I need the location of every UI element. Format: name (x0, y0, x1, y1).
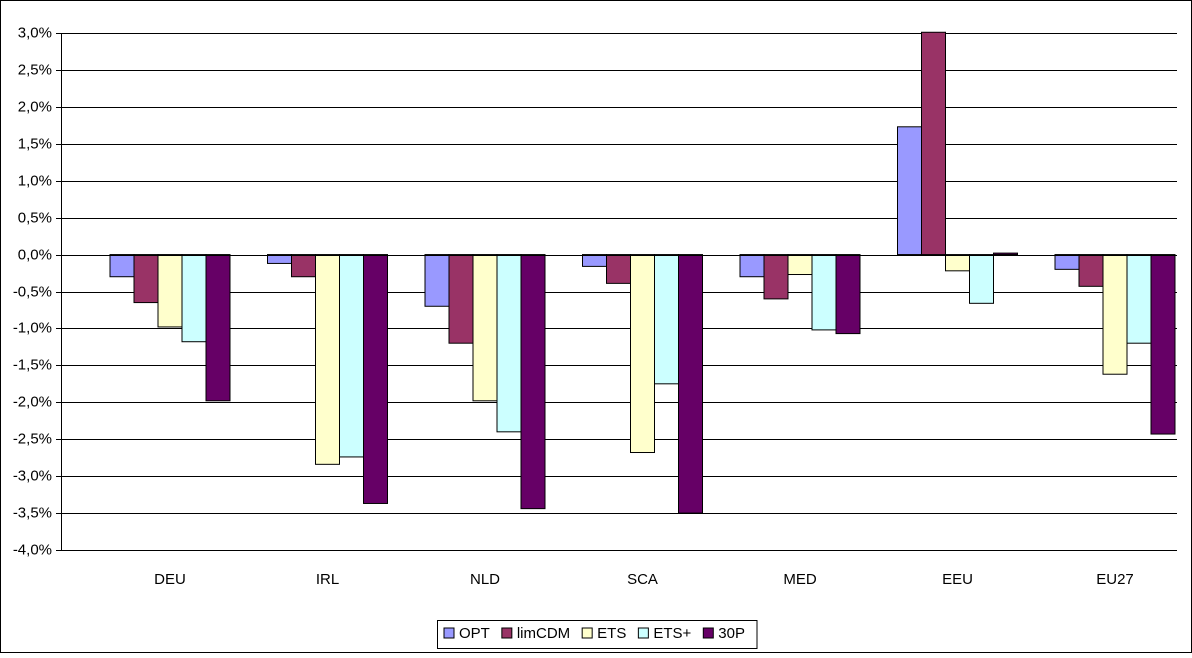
bar (678, 254, 703, 514)
legend-label: ETS (597, 625, 626, 642)
y-tick-label: -1,0% (13, 319, 52, 336)
x-tick-label: IRL (316, 571, 339, 588)
x-tick-label: MED (783, 571, 817, 588)
bar (1054, 254, 1080, 270)
bar (1126, 254, 1152, 344)
bar (205, 254, 231, 402)
bar (363, 254, 388, 504)
bar (654, 254, 679, 385)
legend-label: 30P (718, 625, 745, 642)
bar (448, 254, 474, 344)
bar (921, 31, 946, 256)
y-tick-label: -2,5% (13, 430, 52, 447)
bar (520, 254, 546, 510)
bar (291, 254, 316, 278)
bar (763, 254, 789, 300)
bar (496, 254, 522, 433)
y-tick-label: -0,5% (13, 283, 52, 300)
bar (472, 254, 498, 402)
bar (157, 254, 183, 328)
bar (993, 252, 1018, 256)
y-tick-label: 3,0% (18, 24, 52, 41)
bar (1150, 254, 1176, 435)
y-tick-label: 0,0% (18, 246, 52, 263)
bar (339, 254, 364, 458)
y-tick-label: -1,5% (13, 356, 52, 373)
legend-label: limCDM (517, 625, 570, 642)
bar (739, 254, 765, 278)
bar (109, 254, 135, 278)
bar (835, 254, 861, 335)
bar (969, 254, 994, 304)
x-tick-label: EU27 (1096, 571, 1134, 588)
legend-label: ETS+ (653, 625, 691, 642)
legend-swatch (581, 627, 593, 639)
y-tick-label: 0,5% (18, 209, 52, 226)
y-tick-label: 2,5% (18, 61, 52, 78)
bar (945, 254, 970, 272)
bar (606, 254, 631, 284)
bar (787, 254, 813, 276)
y-tick-label: -4,0% (13, 541, 52, 558)
legend-swatch (501, 627, 513, 639)
legend-swatch (702, 627, 714, 639)
x-tick-label: NLD (470, 571, 500, 588)
y-tick-label: -3,5% (13, 504, 52, 521)
bar (582, 254, 607, 267)
bar (897, 126, 922, 256)
bar (315, 254, 340, 465)
bar (424, 254, 450, 307)
x-tick-label: SCA (627, 571, 658, 588)
bar (133, 254, 159, 304)
x-tick-label: EEU (942, 571, 973, 588)
bar (181, 254, 207, 343)
bar (811, 254, 837, 331)
y-tick-label: 2,0% (18, 98, 52, 115)
y-tick-label: -2,0% (13, 393, 52, 410)
bar (630, 254, 655, 454)
y-tick-label: -3,0% (13, 467, 52, 484)
legend-label: OPT (459, 625, 490, 642)
y-tick-label: 1,0% (18, 172, 52, 189)
legend-swatch (443, 627, 455, 639)
legend-swatch (637, 627, 649, 639)
y-tick-label: 1,5% (18, 135, 52, 152)
bar (1102, 254, 1128, 375)
x-tick-label: DEU (154, 571, 186, 588)
bar (1078, 254, 1104, 287)
